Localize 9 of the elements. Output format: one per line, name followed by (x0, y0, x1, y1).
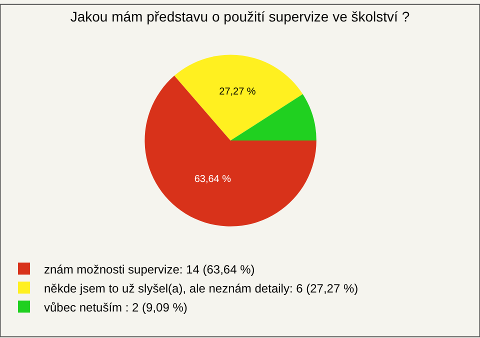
legend-label: někde jsem to už slyšel(a), ale neznám detaily: 6 (27,27 %) (44, 281, 358, 296)
legend-label: znám možnosti supervize: 14 (63,64 %) (44, 262, 255, 276)
legend-label: vůbec netuším : 2 (9,09 %) (44, 300, 188, 314)
pie-slice (144, 76, 316, 226)
chart-title: Jakou mám představu o použití supervize ve školství ? (70, 8, 410, 25)
data-label: 63,64 % (194, 174, 232, 186)
data-label: 27,27 % (219, 86, 256, 98)
pie-slice (230, 94, 316, 141)
pie-slice (174, 54, 303, 141)
